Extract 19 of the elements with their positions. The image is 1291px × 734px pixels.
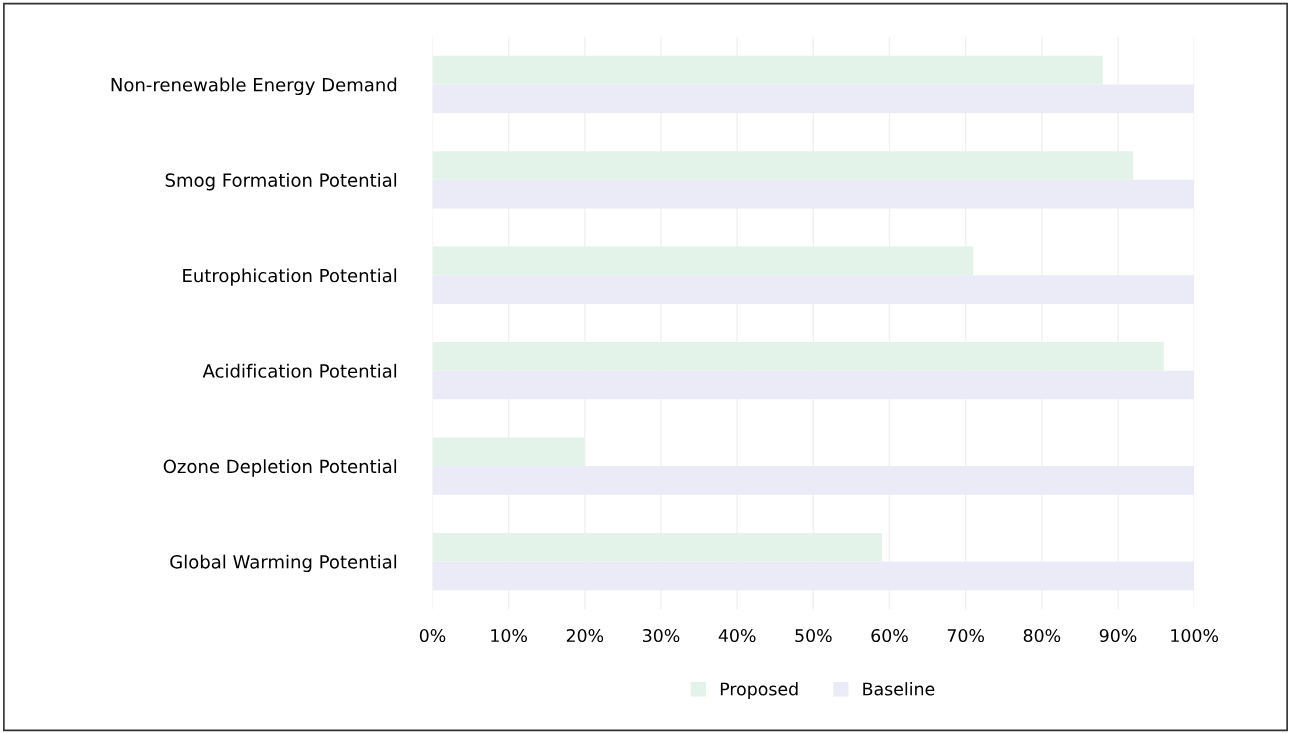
x-tick-label: 80% xyxy=(1023,628,1061,643)
y-tick-label: Acidification Potential xyxy=(202,363,397,378)
x-tick-label: 30% xyxy=(643,628,680,643)
y-tick-label: Non-renewable Energy Demand xyxy=(111,77,397,96)
x-tick-label: 90% xyxy=(1099,628,1137,643)
y-tick-label: Global Warming Potential xyxy=(170,554,397,573)
x-tick-label: 0% xyxy=(419,628,446,643)
legend-label: Proposed xyxy=(720,682,798,699)
y-tick-label: Smog Formation Potential xyxy=(165,172,397,191)
x-tick-label: 20% xyxy=(566,628,604,643)
x-tick-label: 100% xyxy=(1171,628,1219,643)
legend-label: Baseline xyxy=(863,682,935,696)
x-tick-label: 40% xyxy=(718,628,756,643)
x-tick-label: 10% xyxy=(491,628,527,643)
x-tick-label: 60% xyxy=(871,628,908,643)
y-tick-label: Ozone Depletion Potential xyxy=(163,459,397,477)
x-tick-label: 50% xyxy=(795,628,832,643)
x-tick-label: 70% xyxy=(947,628,984,643)
y-tick-label: Eutrophication Potential xyxy=(183,268,397,286)
